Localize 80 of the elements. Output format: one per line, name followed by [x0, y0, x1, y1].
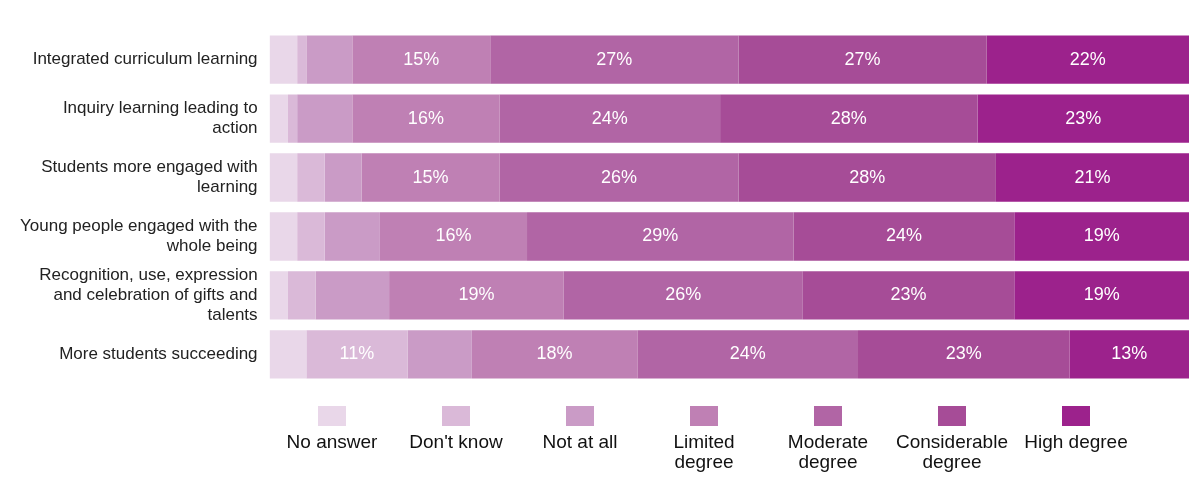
legend-label: High degree — [1024, 431, 1128, 452]
bar — [287, 271, 316, 320]
bar — [352, 35, 491, 84]
data-label: 24% — [591, 107, 628, 128]
data-label: 24% — [885, 225, 922, 246]
data-label: 26% — [600, 166, 637, 187]
bar — [738, 35, 987, 84]
legend-label: Considerable degree — [895, 431, 1009, 472]
data-label: 28% — [849, 166, 886, 187]
legend-label: Don't know — [409, 431, 503, 452]
bar — [527, 212, 794, 261]
data-label: 27% — [844, 48, 881, 69]
data-label: 24% — [729, 343, 766, 364]
bar — [324, 153, 362, 202]
data-label: 26% — [665, 284, 702, 305]
bar — [499, 153, 739, 202]
bar — [407, 330, 472, 379]
legend-label: Moderate degree — [786, 431, 870, 472]
bar — [977, 94, 1189, 143]
bar — [563, 271, 803, 320]
data-label: 11% — [339, 343, 375, 364]
bar — [269, 153, 298, 202]
data-label: 16% — [407, 107, 444, 128]
bar — [269, 212, 298, 261]
bar — [315, 271, 390, 320]
bar — [738, 153, 996, 202]
data-label: 23% — [945, 343, 982, 364]
y-tick-label: Inquiry learning leading to action — [62, 98, 258, 138]
bar — [379, 212, 528, 261]
bar — [986, 35, 1189, 84]
bar — [1014, 271, 1189, 320]
y-tick-label: Young people engaged with the whole being — [19, 215, 258, 256]
bar — [499, 94, 721, 143]
bar — [389, 271, 564, 320]
data-label: 15% — [403, 48, 440, 69]
data-label: 22% — [1069, 48, 1106, 69]
bar — [720, 94, 978, 143]
bar — [637, 330, 859, 379]
bar — [297, 35, 307, 84]
bar — [269, 271, 288, 320]
bar — [306, 35, 353, 84]
bar — [1014, 212, 1189, 261]
data-label: 19% — [458, 284, 495, 305]
data-label: 15% — [412, 166, 449, 187]
bar — [995, 153, 1189, 202]
bar — [269, 35, 298, 84]
data-label: 23% — [1065, 107, 1102, 128]
bar — [269, 94, 288, 143]
bar — [324, 212, 380, 261]
data-label: 19% — [1083, 225, 1120, 246]
data-label: 21% — [1074, 166, 1111, 187]
y-tick-label: Integrated curriculum learning — [32, 49, 258, 69]
bar — [1069, 330, 1189, 379]
data-label: 28% — [830, 107, 867, 128]
bar — [858, 330, 1070, 379]
bar — [793, 212, 1015, 261]
bar — [352, 94, 500, 143]
legend-label: Not at all — [542, 431, 618, 452]
legend-label: Limited degree — [672, 431, 736, 472]
data-label: 27% — [596, 48, 633, 69]
bar — [297, 94, 353, 143]
bar — [297, 212, 325, 261]
bar — [802, 271, 1015, 320]
data-label: 23% — [890, 284, 927, 305]
data-label: 29% — [642, 225, 679, 246]
data-label: 16% — [435, 225, 472, 246]
y-tick-label: More students succeeding — [59, 344, 258, 364]
bar — [306, 330, 408, 379]
data-label: 19% — [1083, 284, 1120, 305]
data-label: 13% — [1111, 343, 1148, 364]
y-tick-label: Recognition, use, expression and celebration of gifts and talents — [39, 264, 258, 325]
bar — [471, 330, 638, 379]
bar — [287, 94, 298, 143]
legend-label: No answer — [286, 431, 378, 452]
bar — [297, 153, 325, 202]
bar — [269, 330, 307, 379]
bar — [361, 153, 500, 202]
data-label: 18% — [536, 343, 573, 364]
bar — [490, 35, 739, 84]
y-tick-label: Students more engaged with learning — [41, 157, 258, 197]
